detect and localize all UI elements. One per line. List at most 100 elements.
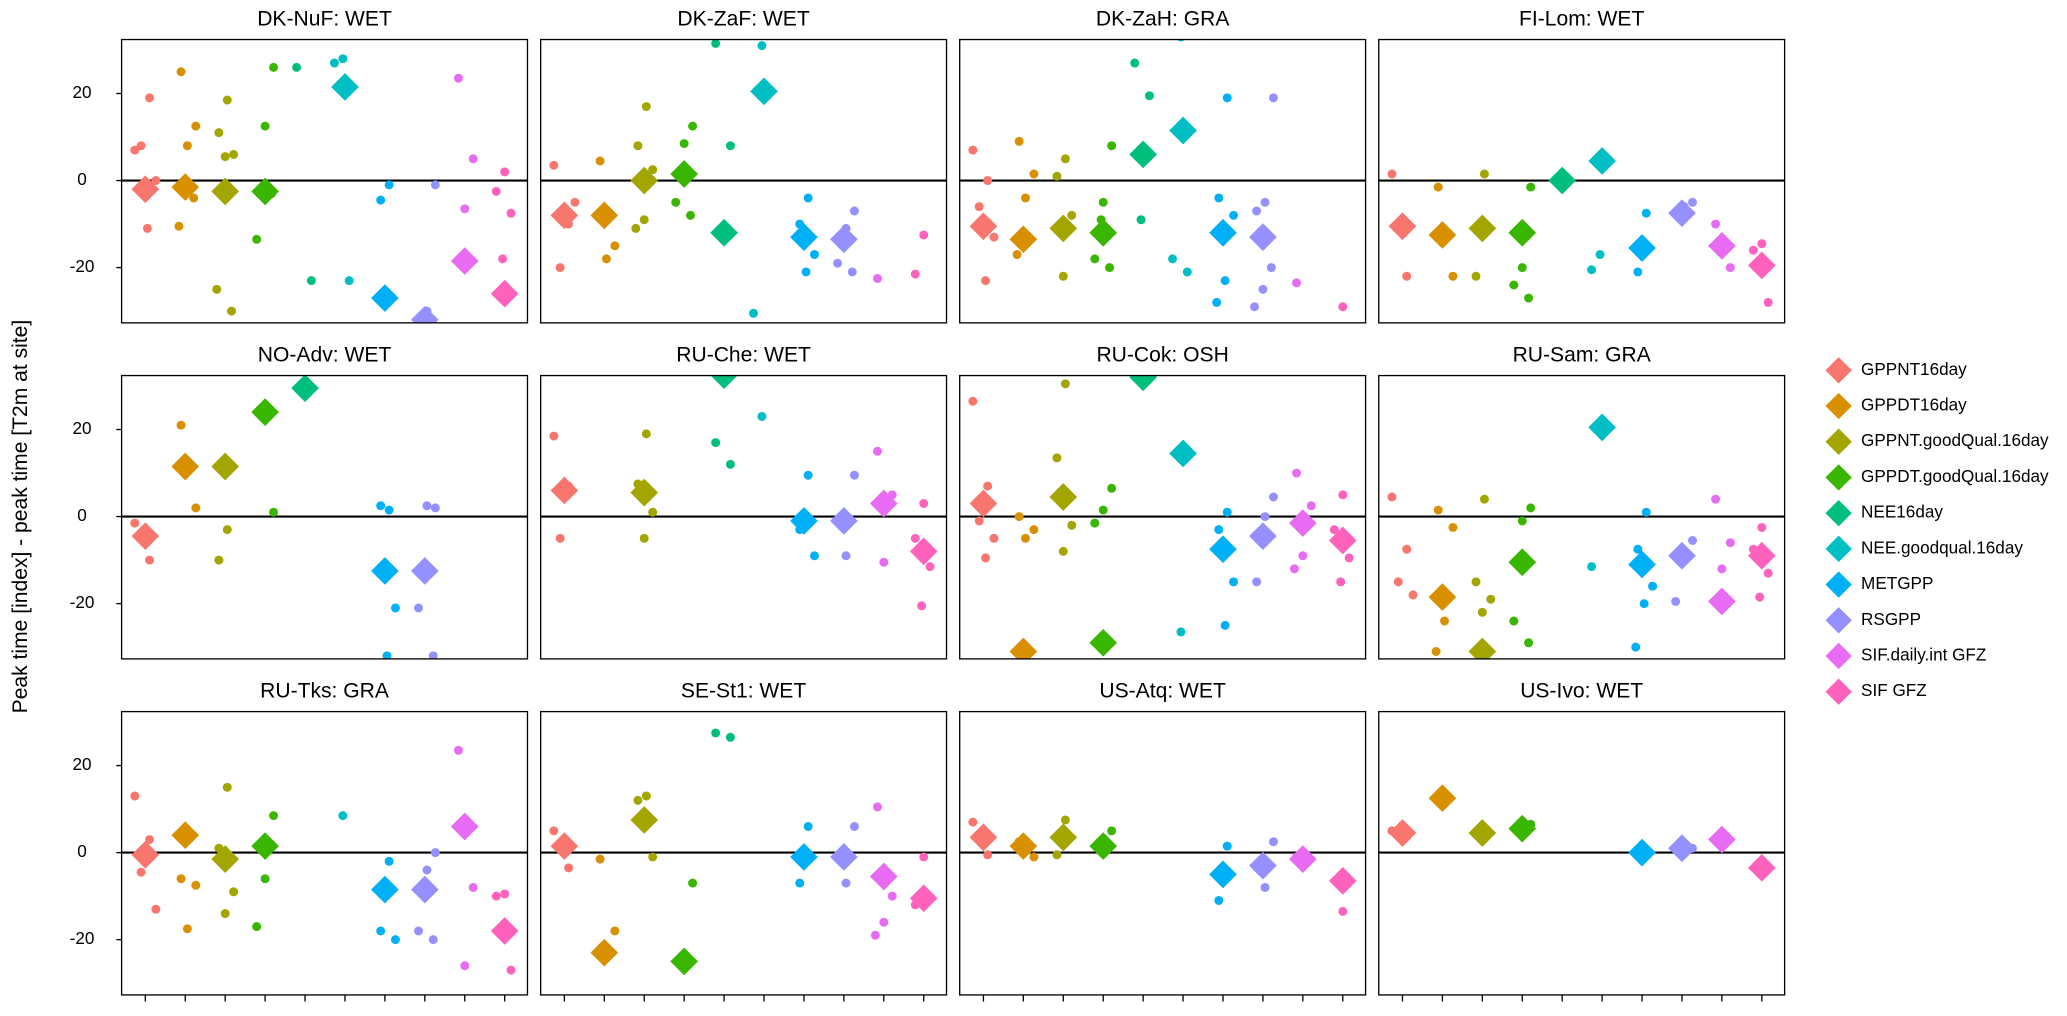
point xyxy=(1757,522,1767,532)
mean-diamond xyxy=(790,223,818,251)
mean-diamond xyxy=(1428,784,1457,813)
mean-diamond xyxy=(969,823,998,852)
point xyxy=(879,557,889,567)
point xyxy=(1090,518,1100,528)
mean-diamond xyxy=(1209,218,1237,247)
mean-diamond xyxy=(251,177,279,206)
panel xyxy=(959,815,1366,916)
point xyxy=(1252,206,1262,216)
point xyxy=(549,431,559,441)
point xyxy=(725,732,735,742)
point xyxy=(252,234,262,244)
point xyxy=(1107,141,1117,151)
mean-diamond xyxy=(1747,541,1776,570)
point xyxy=(453,745,463,755)
point xyxy=(1524,293,1534,303)
panel-frame xyxy=(1378,38,1786,324)
point xyxy=(1014,512,1024,522)
point xyxy=(648,852,658,862)
point xyxy=(748,308,758,318)
mean-diamond xyxy=(550,832,579,860)
point xyxy=(1524,638,1534,648)
point xyxy=(220,909,230,919)
mean-diamond xyxy=(450,812,479,841)
point xyxy=(1471,271,1481,281)
panel-title: RU-Che: WET xyxy=(676,343,811,366)
mean-diamond xyxy=(1428,221,1457,249)
panel-title: US-Atq: WET xyxy=(1099,679,1226,702)
point xyxy=(1052,171,1062,181)
mean-diamond xyxy=(1209,535,1237,564)
point xyxy=(1711,219,1721,229)
point xyxy=(1029,852,1039,862)
point xyxy=(983,481,993,491)
point xyxy=(189,193,199,203)
point xyxy=(453,73,463,83)
point xyxy=(989,533,999,543)
point xyxy=(176,67,186,77)
point xyxy=(1486,594,1496,604)
mean-diamond xyxy=(1129,140,1157,169)
point xyxy=(145,555,155,565)
point xyxy=(222,782,232,792)
y-tick-label: 20 xyxy=(73,754,92,774)
point xyxy=(639,533,649,543)
point xyxy=(382,651,392,659)
point xyxy=(555,533,565,543)
point xyxy=(1526,182,1536,192)
point xyxy=(468,882,478,892)
point xyxy=(1212,297,1222,307)
mean-diamond xyxy=(710,375,738,389)
panel-title: DK-ZaF: WET xyxy=(677,7,809,30)
legend-swatch xyxy=(1825,535,1852,563)
mean-diamond xyxy=(710,218,738,247)
point xyxy=(810,250,819,260)
point xyxy=(1060,815,1070,825)
point xyxy=(214,128,224,138)
mean-diamond xyxy=(1089,218,1118,247)
panel-title: RU-Sam: GRA xyxy=(1513,343,1652,366)
point xyxy=(460,204,470,214)
mean-diamond xyxy=(1468,819,1497,847)
legend-label: NEE16day xyxy=(1861,502,1943,522)
point xyxy=(872,273,882,283)
point xyxy=(1648,581,1658,591)
point xyxy=(1587,265,1597,275)
point xyxy=(1268,492,1278,502)
point xyxy=(384,180,394,190)
point xyxy=(1587,562,1597,572)
point xyxy=(329,58,339,68)
mean-diamond xyxy=(1628,550,1656,579)
point xyxy=(711,728,721,738)
point xyxy=(414,926,423,936)
point xyxy=(229,149,239,159)
point xyxy=(1252,577,1262,587)
mean-diamond xyxy=(590,201,619,230)
point xyxy=(390,603,400,613)
point xyxy=(1266,263,1276,273)
point xyxy=(919,499,929,508)
point xyxy=(1641,507,1651,517)
mean-diamond xyxy=(1289,509,1317,537)
point xyxy=(688,121,698,131)
mean-diamond xyxy=(630,478,659,507)
panel xyxy=(540,728,947,976)
point xyxy=(1107,483,1117,493)
point xyxy=(841,551,851,561)
point xyxy=(182,141,192,151)
point xyxy=(1220,620,1230,630)
point xyxy=(1509,280,1519,290)
point xyxy=(1433,505,1443,515)
y-tick-label: -20 xyxy=(70,928,95,948)
point xyxy=(227,306,236,316)
point xyxy=(1229,577,1239,587)
point xyxy=(1060,379,1070,389)
point xyxy=(1258,284,1268,294)
mean-diamond xyxy=(450,247,479,275)
point xyxy=(498,254,508,264)
point xyxy=(1222,841,1232,851)
mean-diamond xyxy=(211,452,240,481)
mean-diamond xyxy=(869,862,898,891)
point xyxy=(595,854,605,864)
point xyxy=(1214,895,1224,905)
